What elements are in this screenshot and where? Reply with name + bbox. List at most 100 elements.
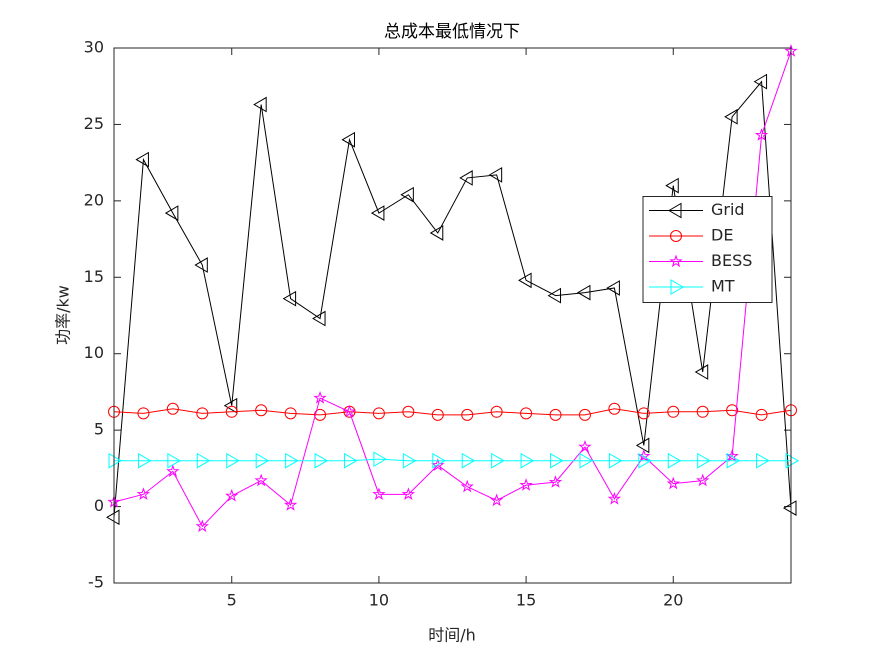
marker	[576, 284, 591, 301]
marker	[429, 225, 444, 241]
marker	[341, 131, 355, 148]
marker	[696, 473, 710, 487]
marker	[606, 280, 620, 296]
marker	[402, 405, 415, 418]
x-tick-label: 20	[663, 591, 683, 610]
series-line	[113, 408, 792, 416]
marker	[520, 407, 533, 420]
y-tick-label: 30	[84, 38, 104, 57]
marker	[136, 487, 151, 501]
marker	[167, 452, 181, 469]
marker	[726, 404, 739, 417]
marker	[578, 408, 591, 421]
marker	[783, 500, 797, 516]
marker	[225, 488, 239, 502]
marker	[694, 364, 709, 380]
marker	[372, 407, 385, 420]
marker	[547, 287, 562, 304]
marker	[666, 476, 680, 490]
marker	[754, 128, 769, 141]
marker	[196, 407, 209, 420]
marker	[490, 405, 503, 418]
marker	[313, 391, 327, 404]
marker	[226, 452, 240, 469]
y-tick-label: 20	[84, 190, 104, 209]
marker	[548, 475, 563, 488]
marker	[137, 452, 152, 469]
x-tick-label: 5	[227, 591, 237, 610]
marker	[491, 452, 505, 469]
legend-box	[642, 196, 773, 303]
marker	[550, 452, 564, 469]
marker	[108, 452, 122, 469]
x-tick-label: 10	[369, 591, 389, 610]
marker	[432, 452, 446, 469]
legend-label: Grid	[711, 200, 745, 219]
marker	[638, 452, 652, 469]
marker	[312, 310, 326, 327]
marker	[519, 478, 533, 491]
marker	[370, 205, 385, 221]
legend-marker	[670, 279, 684, 295]
marker	[194, 257, 208, 273]
marker	[282, 290, 297, 307]
marker	[431, 458, 445, 471]
marker	[459, 170, 473, 186]
marker	[697, 452, 711, 469]
marker	[755, 408, 768, 421]
plot-area	[114, 48, 791, 583]
marker	[401, 487, 416, 501]
marker	[696, 405, 709, 418]
marker	[665, 177, 679, 194]
marker	[314, 408, 327, 421]
marker	[342, 404, 357, 418]
marker	[373, 451, 387, 468]
marker	[223, 397, 238, 414]
marker	[402, 452, 417, 469]
marker	[400, 186, 414, 203]
marker	[166, 464, 180, 478]
marker	[372, 487, 386, 501]
marker	[106, 509, 120, 526]
legend-marker	[669, 254, 683, 268]
marker	[343, 452, 358, 469]
series-line	[113, 50, 792, 528]
marker	[756, 452, 770, 469]
marker	[724, 108, 738, 125]
y-tick-label: 5	[94, 420, 104, 439]
marker	[460, 479, 474, 493]
marker	[283, 498, 298, 511]
marker	[667, 405, 680, 418]
y-tick-label: 10	[84, 343, 104, 362]
marker	[196, 452, 211, 469]
marker	[667, 452, 682, 469]
legend-label: DE	[711, 226, 733, 245]
marker	[637, 407, 650, 420]
marker	[518, 272, 532, 289]
marker	[608, 452, 623, 469]
chart-title: 总成本最低情况下	[384, 22, 520, 42]
marker	[253, 96, 267, 113]
axes-box	[113, 47, 792, 584]
y-tick-label: 0	[94, 496, 104, 515]
legend-label: BESS	[711, 251, 752, 270]
marker	[635, 437, 650, 454]
marker	[579, 452, 593, 469]
legend-label: MT	[711, 277, 735, 296]
marker	[607, 491, 622, 505]
marker	[164, 205, 179, 221]
x-tick-label: 15	[516, 591, 536, 610]
marker	[785, 452, 799, 469]
marker	[137, 407, 150, 420]
marker	[284, 407, 297, 420]
marker	[195, 519, 209, 533]
marker	[461, 408, 474, 421]
marker	[285, 452, 299, 469]
marker	[135, 151, 149, 168]
marker	[726, 452, 741, 469]
marker	[549, 408, 562, 421]
marker	[166, 402, 179, 415]
x-axis-label: 时间/h	[428, 626, 476, 645]
marker	[520, 452, 535, 469]
